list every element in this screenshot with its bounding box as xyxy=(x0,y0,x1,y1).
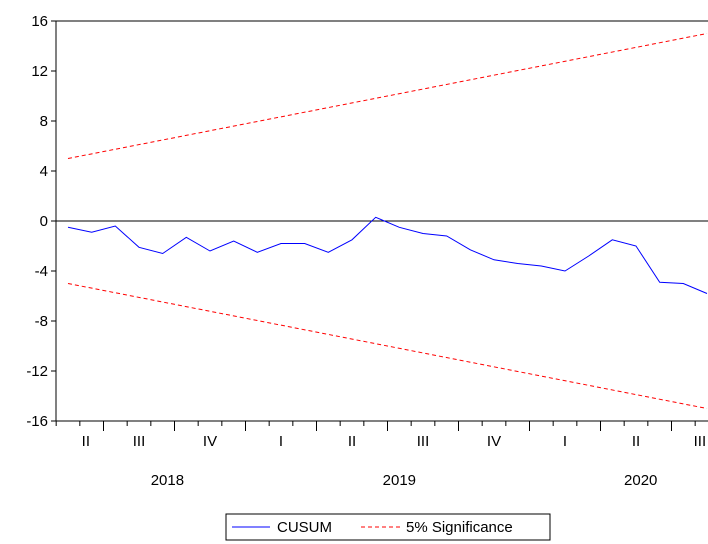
y-tick-label: 0 xyxy=(40,213,48,230)
x-quarter-label: IV xyxy=(203,433,217,450)
y-tick-label: -16 xyxy=(26,413,48,430)
y-tick-label: 16 xyxy=(31,13,48,30)
x-quarter-label: II xyxy=(632,433,640,450)
x-year-label: 2018 xyxy=(151,472,184,489)
legend-label-cusum: CUSUM xyxy=(277,519,332,536)
cusum-line xyxy=(67,216,708,294)
y-tick-label: 12 xyxy=(31,63,48,80)
y-tick-label: -8 xyxy=(35,313,48,330)
legend: CUSUM 5% Significance xyxy=(225,513,551,541)
y-tick-label: -12 xyxy=(26,363,48,380)
x-quarter-label: I xyxy=(563,433,567,450)
significance-upper-line xyxy=(67,33,708,159)
series-layer xyxy=(67,33,708,409)
y-tick-label: -4 xyxy=(35,263,48,280)
significance-lower-line xyxy=(67,283,708,409)
x-quarter-label: III xyxy=(133,433,146,450)
x-quarter-label: II xyxy=(82,433,90,450)
x-year-label: 2019 xyxy=(383,472,416,489)
plot-frame xyxy=(55,20,708,422)
x-year-label: 2020 xyxy=(624,472,657,489)
y-axis: 16 12 8 4 0 -4 -8 -12 -16 xyxy=(26,13,56,430)
x-quarter-label: III xyxy=(417,433,430,450)
y-tick-label: 8 xyxy=(40,113,48,130)
x-quarter-label: III xyxy=(694,433,707,450)
x-quarter-label: II xyxy=(348,433,356,450)
x-quarter-label: I xyxy=(279,433,283,450)
legend-label-significance: 5% Significance xyxy=(406,519,513,536)
legend-box xyxy=(225,513,551,541)
y-tick-label: 4 xyxy=(40,163,48,180)
x-quarter-label: IV xyxy=(487,433,501,450)
